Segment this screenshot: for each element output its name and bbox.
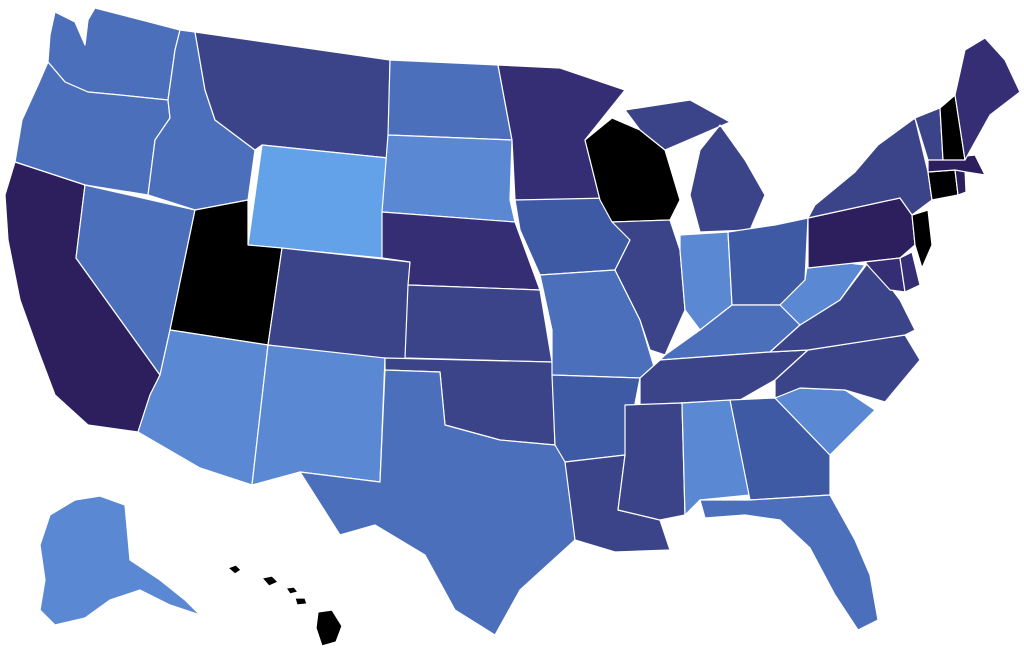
state-sd[interactable] (381, 134, 516, 223)
state-fl[interactable] (699, 494, 879, 631)
state-ny[interactable] (807, 117, 933, 219)
state-md[interactable] (864, 257, 906, 293)
state-ga[interactable] (729, 397, 831, 501)
state-nj[interactable] (911, 209, 933, 269)
state-mi[interactable] (624, 99, 766, 233)
state-nd[interactable] (387, 59, 513, 141)
state-nm[interactable] (251, 344, 386, 486)
state-de[interactable] (899, 251, 921, 293)
state-hi[interactable] (227, 564, 343, 647)
state-wy[interactable] (247, 144, 389, 259)
state-al[interactable] (681, 399, 751, 516)
state-wi[interactable] (584, 117, 681, 223)
state-ct[interactable] (927, 169, 959, 201)
state-me[interactable] (954, 37, 1021, 161)
state-ms[interactable] (617, 402, 686, 521)
state-ks[interactable] (404, 284, 553, 363)
state-tx[interactable] (299, 369, 576, 636)
state-ak[interactable] (39, 495, 201, 626)
state-il[interactable] (611, 219, 686, 356)
